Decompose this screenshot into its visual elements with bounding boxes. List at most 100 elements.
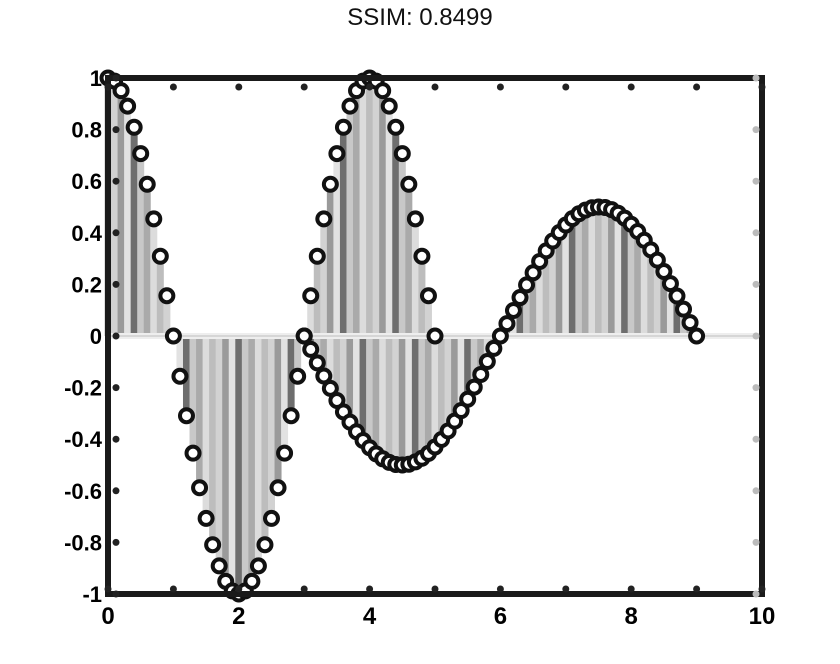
y-tick-mark-right	[752, 435, 760, 443]
y-tick-mark-left	[112, 332, 120, 340]
x-tick-mark-bottom	[104, 585, 112, 593]
x-tick-label: 6	[494, 603, 507, 630]
stem-marker	[380, 97, 398, 115]
x-tick-label: 4	[363, 603, 377, 630]
x-tick-mark-top	[235, 83, 243, 91]
stem-marker	[197, 509, 215, 527]
y-tick-mark-right	[752, 74, 760, 82]
axes-frame	[105, 75, 765, 597]
stem-marker	[308, 247, 326, 265]
y-tick-mark-left	[112, 538, 120, 546]
y-tick-mark-left	[112, 177, 120, 185]
stem-marker	[138, 175, 156, 193]
x-tick-mark-top	[693, 83, 701, 91]
x-tick-mark-bottom	[627, 585, 635, 593]
y-tick-label: 0.6	[71, 169, 102, 194]
stem-marker	[256, 536, 274, 554]
stem-marker	[315, 367, 333, 385]
y-tick-mark-right	[752, 229, 760, 237]
y-tick-mark-right	[752, 538, 760, 546]
chart-title: SSIM: 0.8499	[347, 4, 493, 31]
stem-marker	[655, 263, 673, 280]
y-tick-label: -0.4	[64, 427, 103, 452]
stem-marker	[204, 536, 222, 554]
stem-marker	[419, 287, 437, 305]
y-tick-mark-left	[112, 280, 120, 288]
stem-marker	[302, 340, 320, 358]
stem-marker	[406, 210, 424, 228]
y-tick-label: -0.6	[64, 479, 102, 504]
stem-marker	[315, 210, 333, 228]
stem-marker	[341, 97, 359, 115]
x-tick-mark-top	[562, 83, 570, 91]
x-tick-mark-top	[496, 83, 504, 91]
stem-marker	[308, 354, 326, 372]
y-tick-mark-left	[112, 126, 120, 134]
stem-marker	[184, 444, 202, 462]
stem-marker	[426, 327, 444, 345]
x-tick-mark-top	[300, 83, 308, 91]
y-tick-label: 0.8	[71, 118, 102, 143]
stem-marker	[511, 289, 529, 307]
stem-marker	[472, 365, 490, 383]
stem-marker	[688, 327, 706, 345]
stem-marker	[321, 379, 339, 397]
y-tick-mark-right	[752, 177, 760, 185]
y-tick-label: -0.8	[64, 530, 102, 555]
stem-lines-group	[104, 78, 694, 594]
stem-marker	[263, 509, 280, 527]
x-tick-mark-bottom	[496, 585, 504, 593]
x-tick-label: 0	[101, 603, 114, 630]
y-tick-mark-left	[112, 384, 120, 392]
y-tick-mark-left	[112, 435, 120, 443]
y-tick-label: 1	[90, 66, 102, 91]
stem-marker	[518, 276, 536, 294]
y-tick-mark-left	[112, 74, 120, 82]
stem-marker	[177, 407, 195, 425]
x-tick-mark-bottom	[562, 585, 570, 593]
y-tick-mark-left	[112, 229, 120, 237]
stem-marker	[400, 175, 418, 193]
stem-marker	[321, 175, 339, 193]
stem-marker	[282, 407, 300, 425]
stem-marker	[119, 97, 137, 115]
stem-marker	[158, 287, 176, 305]
x-tick-label: 2	[232, 603, 245, 630]
stem-marker	[478, 353, 496, 371]
stem-marker	[132, 145, 150, 163]
x-tick-mark-top	[366, 83, 374, 91]
stem-marker	[675, 300, 693, 318]
y-tick-label: 0	[90, 324, 102, 349]
stem-markers-group	[99, 69, 706, 603]
y-tick-mark-right	[752, 332, 760, 340]
y-tick-mark-right	[752, 126, 760, 134]
y-tick-mark-right	[752, 384, 760, 392]
x-tick-mark-top	[758, 83, 766, 91]
stem-marker	[661, 275, 679, 293]
x-tick-mark-bottom	[693, 585, 701, 593]
stem-marker	[334, 118, 352, 136]
stem-marker	[145, 210, 163, 228]
x-tick-label: 8	[625, 603, 638, 630]
stem-marker	[465, 378, 483, 396]
axes-group	[105, 75, 765, 597]
x-tick-mark-bottom	[758, 585, 766, 593]
y-tick-mark-right	[752, 280, 760, 288]
y-tick-mark-right	[752, 590, 760, 598]
x-tick-mark-top	[431, 83, 439, 91]
stem-marker	[504, 301, 522, 319]
stem-marker	[164, 327, 182, 345]
ticks-group: 0 2 4 6 8 10 -1 -0.8 -0.6 -0.4 -0.2 0 0.2 0.4 0.6 0.8 1	[64, 66, 775, 630]
stem-marker	[151, 247, 169, 265]
x-tick-mark-top	[627, 83, 635, 91]
stem-marker	[191, 479, 209, 497]
y-tick-label: -1	[82, 582, 102, 607]
stem-marker	[171, 367, 189, 385]
stem-marker	[668, 287, 686, 305]
stem-marker	[681, 314, 699, 332]
y-tick-label: -0.2	[64, 376, 102, 401]
y-tick-mark-left	[112, 590, 120, 598]
stem-marker	[387, 118, 405, 136]
stem-marker	[393, 145, 411, 163]
